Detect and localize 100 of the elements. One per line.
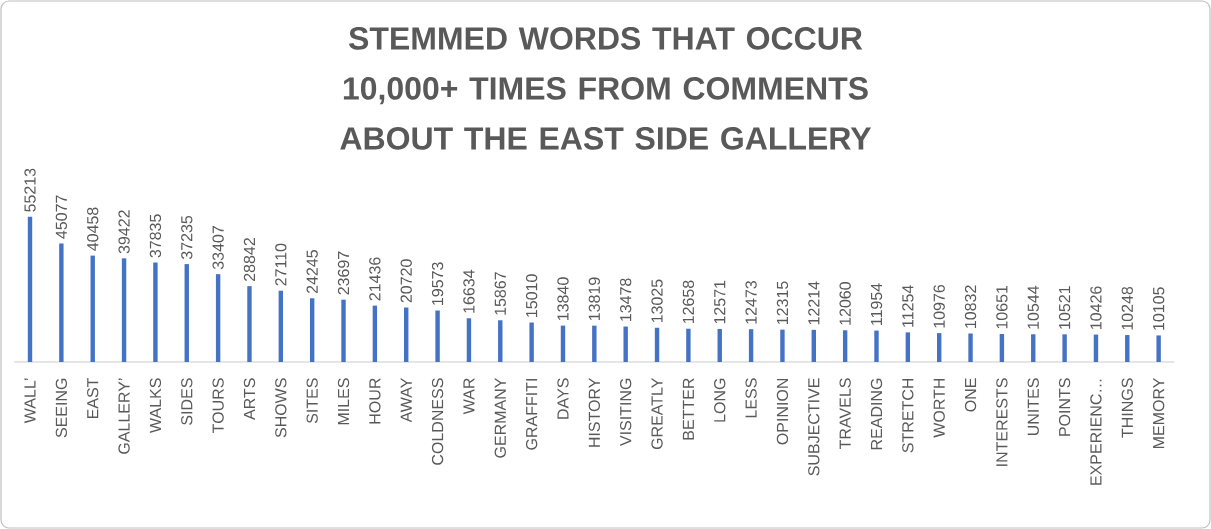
- x-tick-label: ONE: [964, 378, 977, 412]
- x-tick-label: SUBJECTIVE: [808, 378, 820, 476]
- x-tick-label: COLDNESS: [431, 378, 444, 465]
- bar: [686, 328, 691, 362]
- x-tick-label: EXPERIENC…: [1090, 379, 1102, 485]
- data-label: 10832: [964, 285, 977, 328]
- data-label: 10544: [1027, 285, 1039, 329]
- bar: [247, 286, 252, 362]
- x-tick-label: BETTER: [682, 378, 694, 440]
- bar: [372, 305, 378, 362]
- bar: [1062, 334, 1067, 362]
- data-label: 23697: [337, 251, 350, 295]
- x-tick-label: TRAVELS: [839, 378, 851, 449]
- data-label: 12473: [745, 281, 757, 324]
- data-label: 15010: [525, 274, 538, 317]
- bar: [309, 298, 315, 362]
- x-tick-label: WORTH: [933, 378, 945, 438]
- data-label: 19573: [431, 262, 444, 305]
- data-label: 20720: [400, 259, 412, 303]
- bar: [560, 325, 566, 362]
- bar: [184, 264, 189, 362]
- bar: [435, 310, 440, 362]
- data-label: 12060: [839, 282, 851, 325]
- data-label: 13478: [620, 278, 632, 321]
- x-tick-label: INTERESTS: [996, 378, 1008, 466]
- bar: [811, 329, 816, 362]
- data-label: 21436: [369, 257, 381, 301]
- data-label: 39422: [118, 210, 130, 254]
- x-tick-label: OPINION: [776, 378, 789, 445]
- bar: [905, 332, 911, 362]
- x-tick-label: STRETCH: [902, 378, 914, 453]
- x-tick-label: EAST: [87, 377, 99, 419]
- data-label: 10651: [996, 285, 1008, 329]
- bar: [717, 328, 722, 362]
- bar: [654, 327, 660, 362]
- data-label: 37235: [181, 215, 193, 260]
- data-label: 11954: [870, 283, 883, 325]
- data-label: 10521: [1058, 286, 1071, 329]
- data-label: 15867: [494, 272, 506, 315]
- bar: [466, 318, 472, 362]
- x-tick-label: GREATLY: [651, 377, 663, 450]
- data-label: 13840: [557, 277, 569, 320]
- x-tick-label: GALLERY’: [118, 378, 130, 454]
- data-label: 10248: [1121, 286, 1133, 330]
- bar: [59, 243, 64, 362]
- data-label: 12315: [776, 281, 789, 324]
- x-tick-label: POINTS: [1058, 378, 1071, 436]
- data-label: 24245: [306, 250, 318, 294]
- x-tick-label: ARTS: [243, 378, 256, 420]
- data-label: 33407: [212, 226, 224, 270]
- bar: [748, 329, 754, 362]
- x-tick-label: SIDES: [181, 378, 193, 425]
- bar: [592, 325, 597, 362]
- chart-title: STEMMED WORDS THAT OCCUR 10,000+ TIMES FROM COMMENTS ABOUT THE EAST SIDE GALLERY: [340, 27, 872, 150]
- data-label: 40458: [87, 207, 99, 251]
- bar: [999, 333, 1005, 362]
- bar: [278, 290, 284, 362]
- x-tick-label: MEMORY: [1152, 377, 1165, 448]
- bar: [404, 307, 409, 362]
- x-tick-label: LESS: [745, 378, 757, 418]
- x-tick-label: TOURS: [212, 378, 224, 433]
- data-label: 12214: [808, 281, 820, 325]
- data-label: 10105: [1152, 287, 1165, 330]
- bar: [27, 216, 33, 362]
- x-tick-label: AWAY: [400, 377, 412, 423]
- bar: [341, 299, 346, 362]
- x-tick-label: READING: [870, 378, 883, 450]
- x-tick-label: SITES: [306, 378, 318, 424]
- data-label: 45077: [55, 195, 68, 239]
- data-label: 55213: [24, 168, 36, 212]
- bar: [1125, 335, 1130, 362]
- x-tick-label: GRAFFITI: [525, 379, 538, 450]
- bar: [153, 262, 158, 362]
- x-tick-label: LONG: [714, 378, 726, 422]
- x-tick-label: VISITING: [620, 378, 632, 446]
- data-label: 28842: [243, 238, 256, 281]
- bar: [90, 255, 95, 362]
- data-label: 13819: [588, 277, 600, 321]
- data-label: 37835: [149, 214, 162, 258]
- x-tick-label: HISTORY: [588, 377, 600, 447]
- x-tick-label: WALKS: [149, 378, 162, 433]
- data-label: 10976: [933, 284, 945, 328]
- data-label: 12571: [714, 280, 726, 324]
- data-label: 10426: [1090, 286, 1102, 329]
- bar: [1156, 335, 1161, 362]
- x-tick-label: DAYS: [557, 378, 569, 419]
- bar: [1031, 334, 1036, 362]
- x-tick-label: SEEING: [55, 378, 68, 438]
- x-tick-label: THINGS: [1121, 378, 1133, 438]
- x-tick-label: WALL’: [24, 378, 36, 424]
- x-tick-label: UNITES: [1027, 378, 1039, 436]
- bar: [215, 274, 221, 362]
- data-label: 13025: [651, 279, 663, 323]
- bar: [498, 320, 503, 362]
- bar: [968, 333, 973, 362]
- x-tick-label: HOUR: [369, 378, 381, 424]
- x-tick-label: WAR: [463, 378, 475, 415]
- x-tick-label: SHOWS: [275, 378, 287, 438]
- data-label: 12658: [682, 280, 695, 324]
- data-label: 16634: [463, 269, 475, 313]
